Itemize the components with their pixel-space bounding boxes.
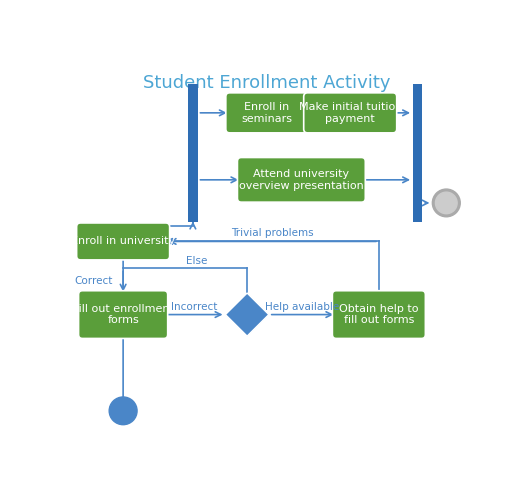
FancyBboxPatch shape: [304, 93, 397, 133]
Text: Help available: Help available: [265, 301, 340, 311]
Text: Attend university
overview presentation: Attend university overview presentation: [239, 169, 364, 191]
Text: Student Enrollment Activity: Student Enrollment Activity: [143, 75, 390, 92]
Text: Enroll in university: Enroll in university: [71, 236, 175, 246]
FancyBboxPatch shape: [79, 291, 167, 339]
FancyBboxPatch shape: [332, 291, 425, 339]
Bar: [413, 84, 422, 222]
Text: Enroll in
seminars: Enroll in seminars: [241, 102, 292, 123]
Circle shape: [432, 189, 460, 217]
FancyBboxPatch shape: [76, 223, 170, 260]
FancyBboxPatch shape: [226, 93, 307, 133]
Circle shape: [435, 192, 457, 214]
Text: Else: Else: [186, 256, 207, 266]
Text: Incorrect: Incorrect: [172, 301, 218, 311]
Text: Correct: Correct: [74, 276, 113, 286]
Bar: [188, 84, 198, 222]
Circle shape: [109, 397, 137, 425]
Text: Fill out enrollment
forms: Fill out enrollment forms: [73, 304, 174, 326]
Text: Obtain help to
fill out forms: Obtain help to fill out forms: [339, 304, 419, 326]
Polygon shape: [226, 293, 269, 336]
FancyBboxPatch shape: [238, 158, 366, 202]
Text: Make initial tuition
payment: Make initial tuition payment: [298, 102, 402, 123]
Text: Trivial problems: Trivial problems: [231, 228, 314, 238]
